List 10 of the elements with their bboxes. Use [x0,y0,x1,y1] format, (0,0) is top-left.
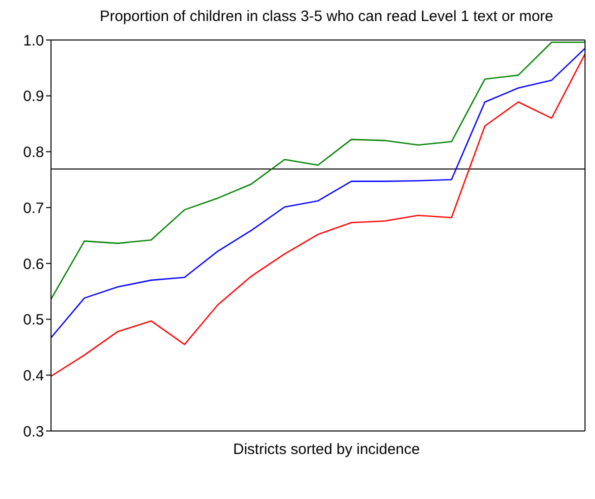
y-tick-label: 0.7 [23,200,44,217]
y-tick-label: 0.6 [23,256,44,273]
y-tick-label: 0.9 [23,88,44,106]
y-tick-label: 0.5 [23,312,44,329]
y-tick-label: 0.4 [23,367,44,384]
y-tick-label: 0.8 [23,144,44,162]
x-axis-title: Districts sorted by incidence [232,441,421,458]
y-tick-label: 1.0 [23,32,44,50]
y-tick-label: 0.3 [23,423,44,440]
chart-title: Proportion of children in class 3-5 who can read Level 1 text or more [98,8,554,25]
